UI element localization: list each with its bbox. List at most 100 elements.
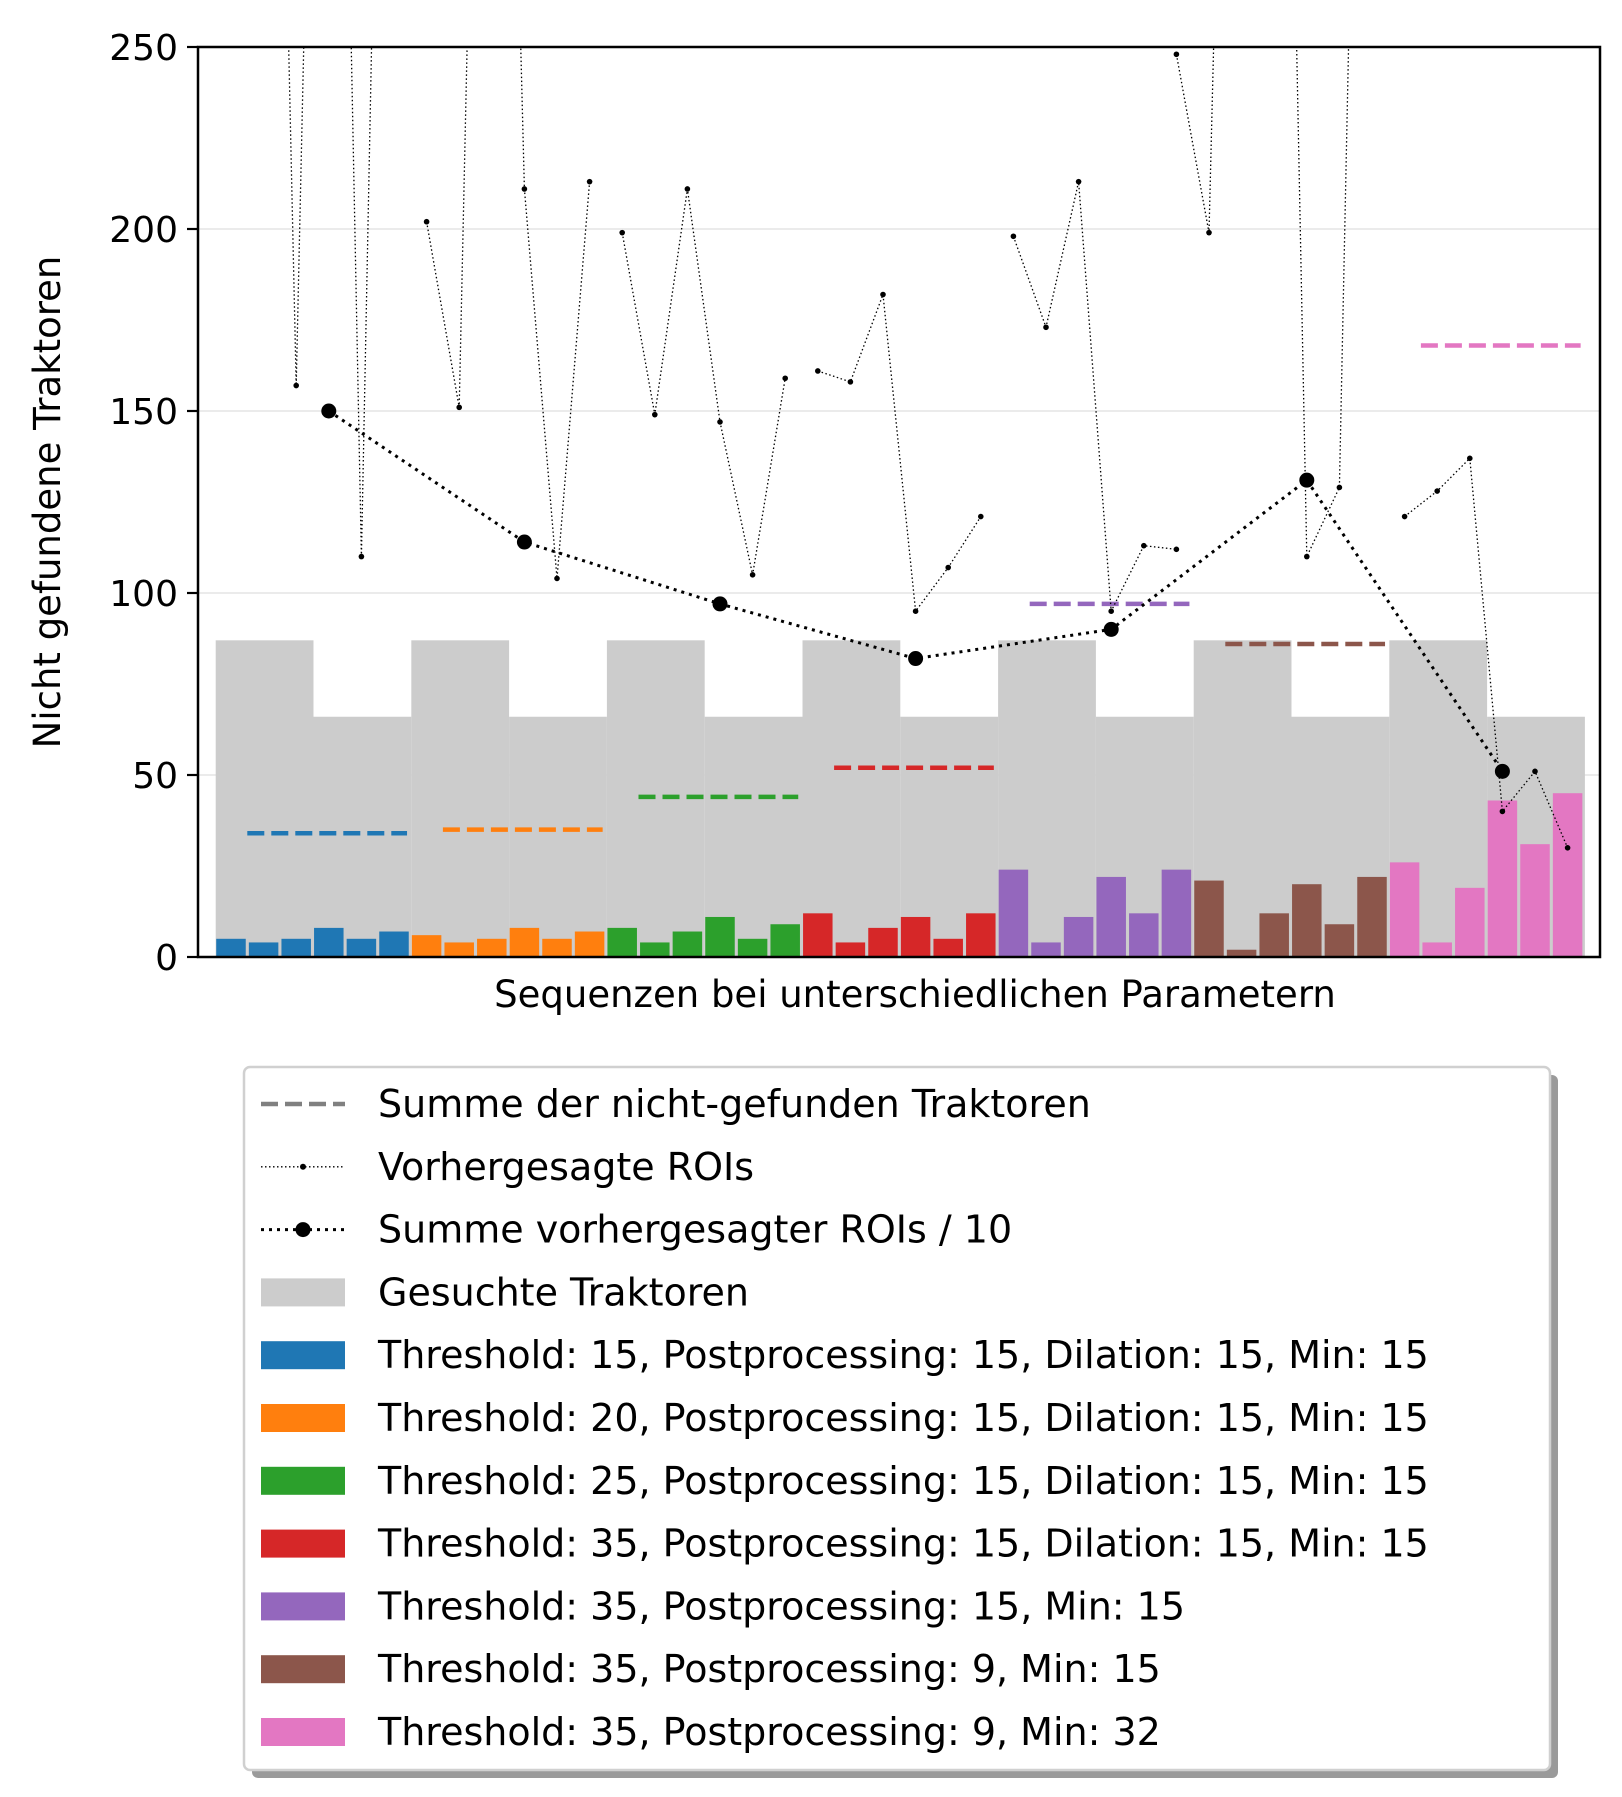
summe-rois-point [1299,472,1315,488]
bar [672,931,703,957]
legend-color-swatch [261,1466,345,1495]
bar [1324,924,1355,957]
vorhergesagte-rois-point [1499,808,1506,815]
legend-item: Threshold: 25, Postprocessing: 15, Dilat… [261,1459,1429,1503]
bar [1552,793,1583,957]
bar [1161,869,1192,957]
legend-color-swatch [261,1718,345,1746]
y-tick-label: 50 [132,756,178,797]
vorhergesagte-rois-point [1532,768,1538,775]
legend-label: Threshold: 15, Postprocessing: 15, Dilat… [377,1333,1429,1377]
vorhergesagte-rois-point [554,575,560,582]
vorhergesagte-rois-point [978,513,984,520]
bar [607,927,637,957]
summe-rois-point [321,403,337,419]
vorhergesagte-rois-point [749,572,756,578]
legend-label: Gesuchte Traktoren [378,1270,749,1314]
legend-label: Threshold: 35, Postprocessing: 9, Min: 3… [377,1710,1161,1754]
vorhergesagte-rois-line [817,294,982,613]
vorhergesagte-rois-point [521,186,528,192]
vorhergesagte-rois-point [1206,229,1212,236]
legend-box [242,1065,1552,1772]
legend-color-swatch [261,1529,345,1558]
bar [1063,916,1094,957]
legend-color-swatch [261,1341,345,1370]
bar [411,935,442,957]
vorhergesagte-rois-point [880,291,886,298]
legend-item: Threshold: 15, Postprocessing: 15, Dilat… [261,1333,1429,1377]
gesuchte-traktoren-block [215,640,314,957]
vorhergesagte-rois-point [1173,51,1180,58]
bar [1194,880,1224,957]
vorhergesagte-rois-line [288,47,373,557]
legend-color-swatch [261,1592,345,1621]
vorhergesagte-rois-line [1012,181,1177,614]
legend-label: Threshold: 25, Postprocessing: 15, Dilat… [377,1459,1429,1503]
vorhergesagte-rois-line [425,47,591,579]
gesuchte-traktoren-block [802,640,901,957]
legend-label: Summe der nicht-gefunden Traktoren [378,1082,1091,1126]
bar [1487,800,1518,957]
bar [868,927,898,957]
legend-color-swatch [261,1404,345,1432]
legend-thin-line-marker [300,1163,306,1170]
vorhergesagte-rois-point [423,218,430,225]
vorhergesagte-rois-point [815,368,821,374]
bar [346,938,377,957]
summe-rois-point [516,534,532,550]
vorhergesagte-rois-point [912,608,919,614]
vorhergesagte-rois-point [1141,542,1147,549]
vorhergesagte-rois-point [717,419,723,425]
bar [1259,913,1289,957]
bar [803,913,833,957]
legend: Summe der nicht-gefunden Traktoren Vorher… [242,1065,1558,1778]
bar [1389,862,1420,957]
plot-frame [196,45,1602,959]
summe-rois-point [1103,621,1119,637]
legend-label: Threshold: 35, Postprocessing: 15, Min: … [377,1584,1185,1628]
bar [1226,949,1257,957]
vorhergesagte-rois-line [1404,456,1569,849]
y-axis-label: Nicht gefundene Traktoren [26,256,69,749]
y-tick-label: 100 [109,574,178,615]
bar [1455,887,1485,957]
bar [444,942,474,957]
bar [1031,942,1061,957]
bar [900,916,931,957]
vorhergesagte-rois-point [847,379,854,385]
vorhergesagte-rois-point [293,382,300,389]
vorhergesagte-rois-point [1075,178,1082,185]
bar [1422,942,1452,957]
summe-rois-point [712,596,728,612]
vorhergesagte-rois-point [456,404,463,411]
bar [705,916,735,957]
legend-dot-line-marker [295,1222,311,1238]
vorhergesagte-rois-point [1336,484,1343,491]
vorhergesagte-rois-point [619,229,625,236]
summe-rois-point [908,651,924,667]
bar [770,924,800,957]
bar [574,931,605,957]
legend-label: Threshold: 20, Postprocessing: 15, Dilat… [377,1396,1429,1440]
vorhergesagte-rois-point [1401,513,1408,520]
bar [509,927,540,957]
legend-label: Threshold: 35, Postprocessing: 15, Dilat… [377,1522,1429,1566]
legend-item: Threshold: 35, Postprocessing: 9, Min: 1… [261,1647,1161,1691]
legend-item: Threshold: 35, Postprocessing: 15, Dilat… [261,1522,1429,1566]
bar [1292,884,1322,957]
y-tick-label: 200 [109,210,178,251]
y-axis: 0 50 100 150 200 250 [109,28,198,979]
summe-rois-point [1494,763,1510,779]
bar [542,938,572,957]
vorhergesagte-rois-point [1108,608,1114,614]
vorhergesagte-rois-line [1175,47,1350,557]
legend-label: Summe vorhergesagter ROIs / 10 [378,1208,1012,1252]
bar [737,938,768,957]
vorhergesagte-rois-point [358,553,365,560]
vorhergesagte-rois-point [586,178,593,185]
bar [1096,876,1126,957]
legend-item: Gesuchte Traktoren [261,1270,749,1314]
vorhergesagte-rois-line [621,188,786,575]
y-tick-label: 0 [155,938,178,979]
